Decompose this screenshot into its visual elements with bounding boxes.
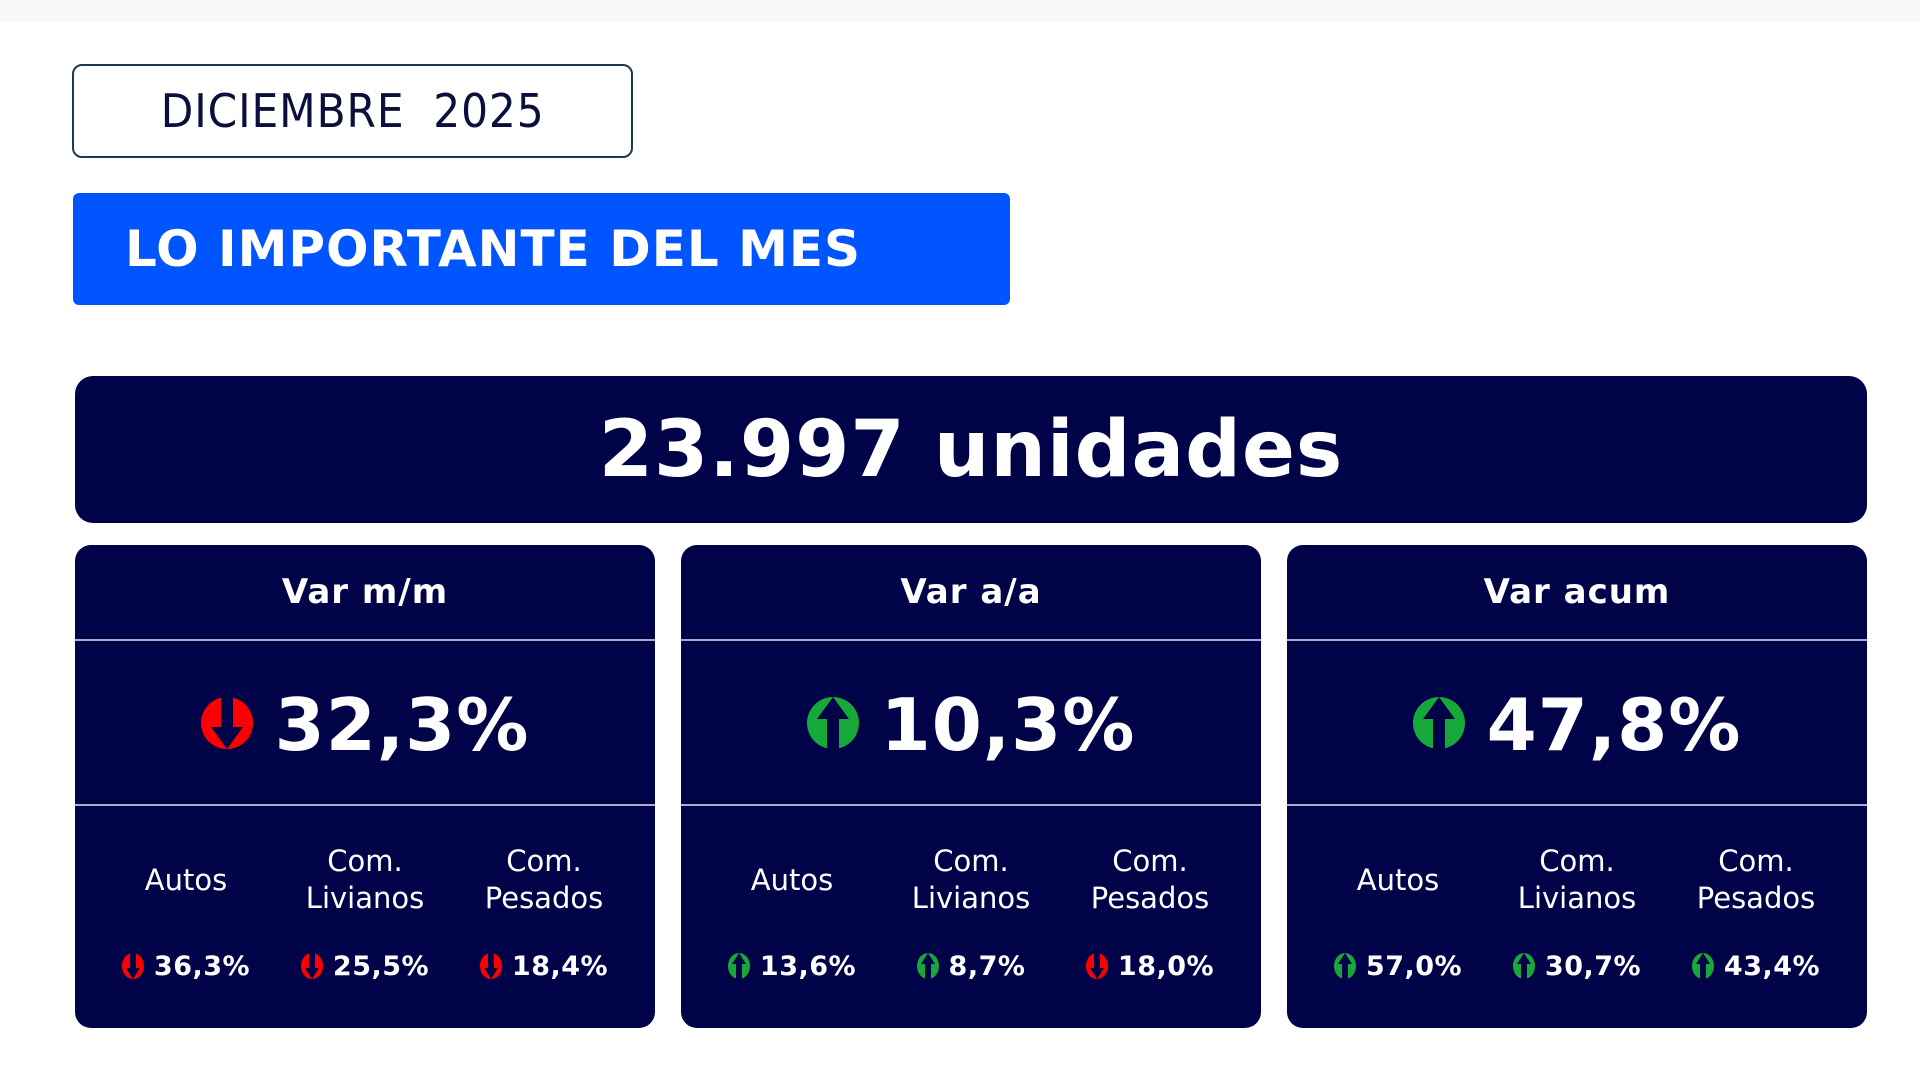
arrow-down-circle-icon [200,696,253,749]
category-value: 18,0% [1061,946,1239,986]
main-value: 47,8% [1486,682,1742,767]
breakdown-com-pesados: Com. Pesados 43,4% [1667,806,1845,1028]
main-variation: 32,3% [75,641,655,804]
breakdown-com-pesados: Com. Pesados 18,0% [1061,806,1239,1028]
breakdown: Autos 36,3% Com. Livianos 25,5% Com. Pesad… [75,806,655,1028]
category-value: 13,6% [703,946,881,986]
category-value: 30,7% [1488,946,1666,986]
divider [681,804,1261,806]
breakdown-autos: Autos 13,6% [703,806,881,1028]
arrow-up-circle-icon [727,953,750,979]
card-title: Var acum [1483,572,1671,612]
main-variation: 10,3% [681,641,1261,804]
breakdown-com-livianos: Com. Livianos 30,7% [1488,806,1666,1028]
category-label: Autos [1356,862,1440,897]
breakdown-com-pesados: Com. Pesados 18,4% [455,806,633,1028]
arrow-down-circle-icon [479,953,502,979]
period-box: DICIEMBRE 2025 [72,64,633,158]
breakdown: Autos 13,6% Com. Livianos 8,7% Com. Pesado… [681,806,1261,1028]
arrow-up-circle-icon [1512,953,1535,979]
breakdown-com-livianos: Com. Livianos 25,5% [276,806,454,1028]
category-label: Com. Pesados [1090,844,1210,915]
card-var-aa: Var a/a 10,3% Autos 13,6% Com. Livianos 8 [681,545,1261,1028]
arrow-up-circle-icon [806,696,859,749]
arrow-up-circle-icon [1412,696,1465,749]
divider [75,804,655,806]
arrow-down-circle-icon [121,953,144,979]
period-label: DICIEMBRE 2025 [160,84,545,138]
category-label: Autos [750,862,834,897]
section-title: LO IMPORTANTE DEL MES [125,220,862,278]
arrow-up-circle-icon [1691,953,1714,979]
category-label: Com. Livianos [1517,844,1637,915]
main-value: 10,3% [880,682,1136,767]
card-var-mm: Var m/m 32,3% Autos 36,3% Com. Livianos 2 [75,545,655,1028]
section-banner: LO IMPORTANTE DEL MES [73,193,1010,305]
divider [1287,639,1867,641]
category-label: Com. Pesados [484,844,604,915]
divider [681,639,1261,641]
arrow-up-circle-icon [1333,953,1356,979]
divider [1287,804,1867,806]
category-value: 43,4% [1667,946,1845,986]
card-title: Var m/m [281,572,449,612]
category-value: 25,5% [276,946,454,986]
card-var-acum: Var acum 47,8% Autos 57,0% Com. Livianos [1287,545,1867,1028]
category-label: Com. Pesados [1696,844,1816,915]
category-label: Autos [144,862,228,897]
main-value: 32,3% [274,682,530,767]
breakdown-com-livianos: Com. Livianos 8,7% [882,806,1060,1028]
divider [75,639,655,641]
category-label: Com. Livianos [911,844,1031,915]
category-value: 18,4% [455,946,633,986]
breakdown: Autos 57,0% Com. Livianos 30,7% Com. Pesad… [1287,806,1867,1028]
arrow-up-circle-icon [916,953,939,979]
category-value: 8,7% [882,946,1060,986]
top-strip [0,0,1920,22]
main-variation: 47,8% [1287,641,1867,804]
total-units-box: 23.997 unidades [75,376,1867,523]
card-title: Var a/a [900,572,1042,612]
breakdown-autos: Autos 57,0% [1309,806,1487,1028]
arrow-down-circle-icon [1085,953,1108,979]
breakdown-autos: Autos 36,3% [97,806,275,1028]
category-value: 36,3% [97,946,275,986]
category-value: 57,0% [1309,946,1487,986]
category-label: Com. Livianos [305,844,425,915]
total-units: 23.997 unidades [598,404,1344,495]
arrow-down-circle-icon [300,953,323,979]
